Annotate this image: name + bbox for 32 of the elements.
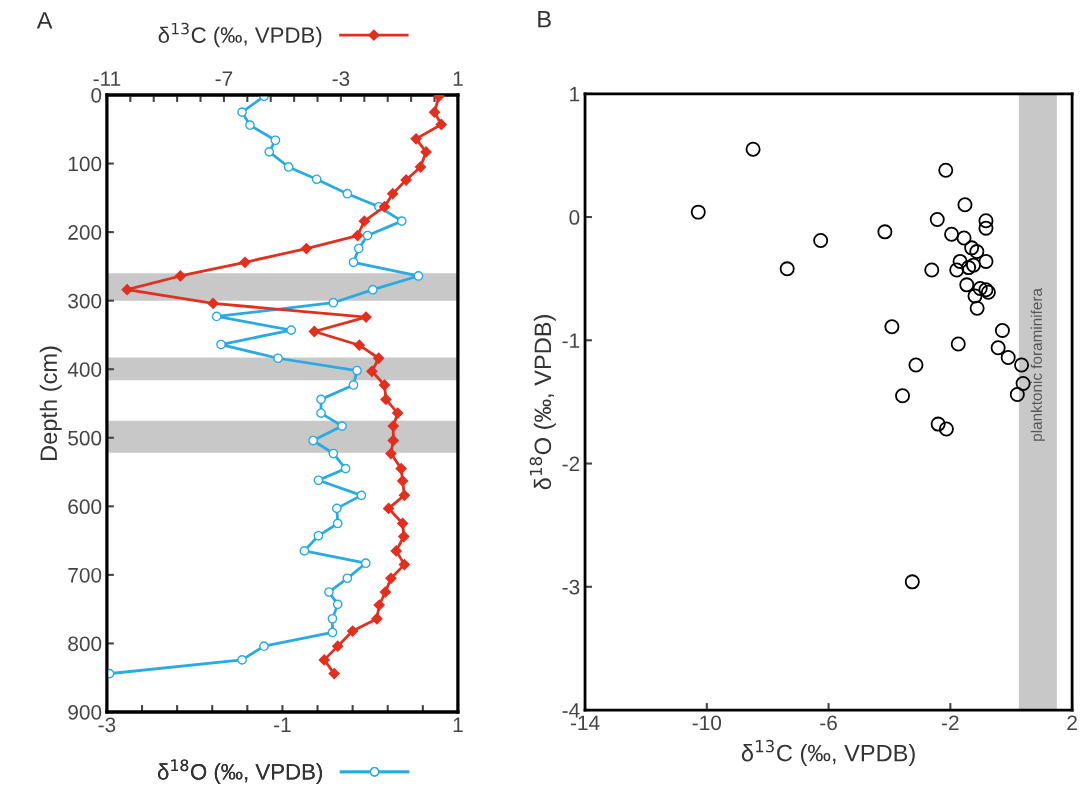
x-axis-title: δ$^{13}$C (‰, VPDB) bbox=[741, 739, 915, 767]
chart-title: B bbox=[538, 11, 551, 28]
y-tick-label: 400 bbox=[67, 362, 102, 377]
y-tick-label: 0 bbox=[91, 88, 102, 103]
y-tick-label: 800 bbox=[68, 636, 102, 652]
x-tick-label: -1 bbox=[274, 717, 291, 732]
y-tick-label: 600 bbox=[68, 499, 102, 515]
y-tick-label: 300 bbox=[68, 293, 102, 309]
y-tick-label: 0 bbox=[569, 210, 580, 225]
y-tick-label: 500 bbox=[68, 430, 102, 446]
x2-tick-label: -3 bbox=[332, 71, 350, 87]
legend-label: δ$^{13}$C (‰, VPDB) bbox=[158, 22, 322, 48]
y-tick-label: -1 bbox=[562, 333, 580, 348]
x-tick-label: -6 bbox=[820, 715, 837, 731]
x2-tick-label: 1 bbox=[453, 71, 463, 86]
x-tick-label: -2 bbox=[942, 715, 959, 730]
y-tick-label: 200 bbox=[68, 225, 102, 240]
x2-tick-label: -11 bbox=[93, 71, 121, 86]
x-tick-label: 1 bbox=[453, 717, 463, 732]
x-tick-label: 2 bbox=[1067, 715, 1077, 730]
y-tick-label: -3 bbox=[562, 579, 580, 595]
x2-tick-label: -7 bbox=[215, 71, 233, 86]
chart-title: A bbox=[36, 12, 53, 29]
y-tick-label: 1 bbox=[570, 87, 580, 102]
band-label: planktonic foraminifera bbox=[1030, 288, 1045, 441]
legend-label: δ$^{18}$O (‰, VPDB) bbox=[157, 759, 322, 785]
y-tick-label: 700 bbox=[68, 567, 102, 583]
y-tick-label: -2 bbox=[562, 456, 580, 472]
y-tick-label: 100 bbox=[68, 156, 102, 172]
y-axis-title: Depth (cm) bbox=[39, 346, 62, 460]
x-tick-label: -10 bbox=[692, 715, 722, 731]
y-axis-title: δ$^{18}$O (‰, VPDB) bbox=[529, 315, 556, 490]
